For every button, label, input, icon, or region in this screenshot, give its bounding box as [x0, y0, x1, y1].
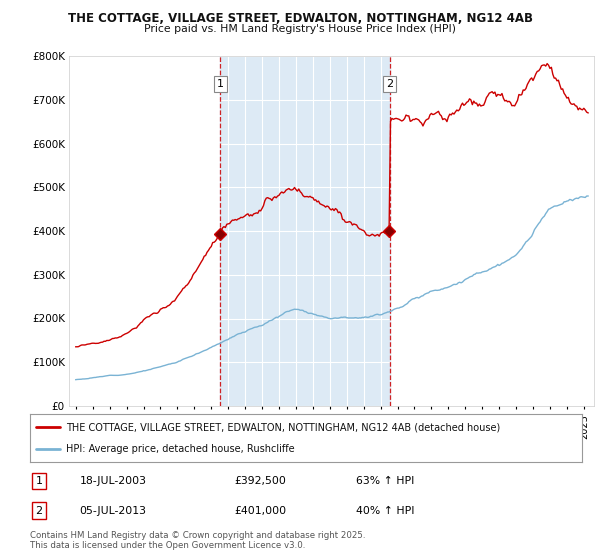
Bar	[220, 56, 390, 406]
Text: £392,500: £392,500	[234, 476, 286, 486]
Text: THE COTTAGE, VILLAGE STREET, EDWALTON, NOTTINGHAM, NG12 4AB (detached house): THE COTTAGE, VILLAGE STREET, EDWALTON, N…	[66, 422, 500, 432]
Text: 18-JUL-2003: 18-JUL-2003	[80, 476, 146, 486]
Text: 2: 2	[386, 79, 394, 89]
Text: 40% ↑ HPI: 40% ↑ HPI	[356, 506, 414, 516]
Text: 1: 1	[35, 476, 43, 486]
Text: Price paid vs. HM Land Registry's House Price Index (HPI): Price paid vs. HM Land Registry's House …	[144, 24, 456, 34]
Text: 2: 2	[35, 506, 43, 516]
Text: 05-JUL-2013: 05-JUL-2013	[80, 506, 146, 516]
Text: THE COTTAGE, VILLAGE STREET, EDWALTON, NOTTINGHAM, NG12 4AB: THE COTTAGE, VILLAGE STREET, EDWALTON, N…	[67, 12, 533, 25]
Text: 1: 1	[217, 79, 224, 89]
Text: HPI: Average price, detached house, Rushcliffe: HPI: Average price, detached house, Rush…	[66, 444, 295, 454]
Text: Contains HM Land Registry data © Crown copyright and database right 2025.
This d: Contains HM Land Registry data © Crown c…	[30, 531, 365, 550]
Text: 63% ↑ HPI: 63% ↑ HPI	[356, 476, 414, 486]
Text: £401,000: £401,000	[234, 506, 286, 516]
